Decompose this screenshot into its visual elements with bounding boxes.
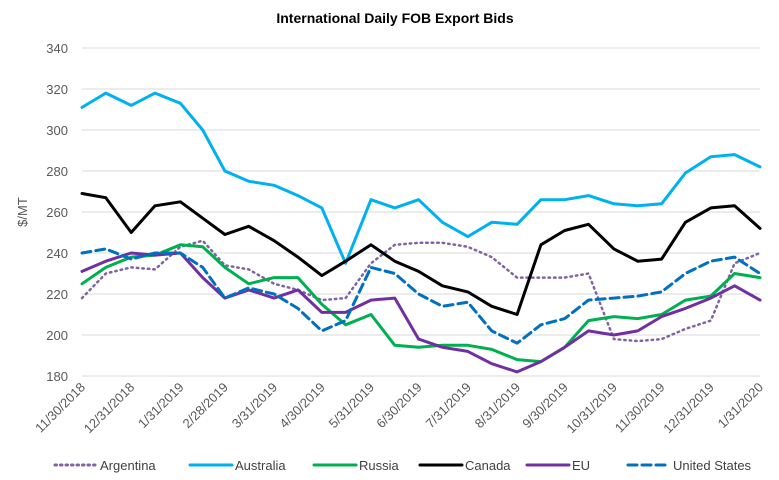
y-tick-label: 340 bbox=[46, 41, 68, 56]
x-tick-label: 11/30/2018 bbox=[32, 380, 88, 436]
legend-item-united-states: United States bbox=[626, 458, 752, 473]
y-tick-label: 180 bbox=[46, 369, 68, 384]
legend-item-eu: EU bbox=[525, 458, 590, 473]
y-tick-label: 320 bbox=[46, 82, 68, 97]
series-line-russia bbox=[80, 243, 762, 364]
y-tick-label: 280 bbox=[46, 164, 68, 179]
y-tick-label: 220 bbox=[46, 287, 68, 302]
legend-label: Russia bbox=[359, 458, 400, 473]
x-tick-label: 3/31/2019 bbox=[229, 380, 281, 432]
y-tick-label: 260 bbox=[46, 205, 68, 220]
x-tick-label: 1/31/2019 bbox=[135, 380, 187, 432]
x-tick-label: 7/31/2019 bbox=[422, 380, 474, 432]
x-tick-label: 10/31/2019 bbox=[563, 380, 620, 437]
series-line-united-states bbox=[80, 247, 762, 345]
x-tick-label: 8/31/2019 bbox=[472, 380, 524, 432]
legend-item-argentina: Argentina bbox=[53, 458, 156, 473]
y-tick-label: 240 bbox=[46, 246, 68, 261]
x-tick-label: 2/28/2019 bbox=[180, 380, 232, 432]
x-tick-label: 5/31/2019 bbox=[326, 380, 378, 432]
x-tick-label: 12/31/2018 bbox=[81, 380, 138, 437]
x-tick-label: 1/31/2020 bbox=[715, 380, 767, 432]
x-tick-label: 12/31/2019 bbox=[660, 380, 717, 437]
series-line-australia bbox=[80, 91, 762, 265]
x-tick-label: 4/30/2019 bbox=[276, 380, 328, 432]
y-tick-label: 300 bbox=[46, 123, 68, 138]
legend-item-australia: Australia bbox=[188, 458, 286, 473]
legend-label: EU bbox=[572, 458, 590, 473]
chart-title: International Daily FOB Export Bids bbox=[276, 10, 513, 26]
legend-label: United States bbox=[673, 458, 752, 473]
y-tick-label: 200 bbox=[46, 328, 68, 343]
series-line-canada bbox=[80, 192, 762, 316]
legend-label: Australia bbox=[235, 458, 286, 473]
legend-label: Canada bbox=[465, 458, 511, 473]
x-tick-label: 11/30/2019 bbox=[612, 380, 668, 436]
series-line-argentina bbox=[80, 239, 762, 343]
legend-item-canada: Canada bbox=[418, 458, 511, 473]
legend-item-russia: Russia bbox=[312, 458, 400, 473]
x-tick-label: 9/30/2019 bbox=[519, 380, 571, 432]
series-line-eu bbox=[80, 251, 762, 374]
x-tick-label: 6/30/2019 bbox=[373, 380, 425, 432]
y-axis-label: $/MT bbox=[15, 197, 30, 227]
legend-label: Argentina bbox=[100, 458, 156, 473]
